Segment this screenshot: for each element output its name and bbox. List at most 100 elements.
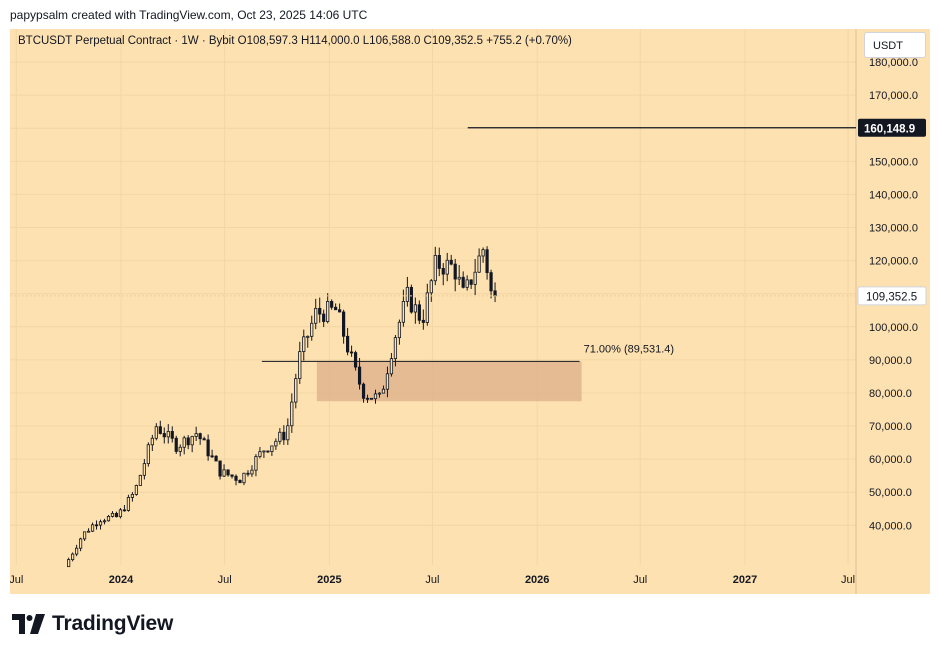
symbol-legend: BTCUSDT Perpetual Contract · 1W · Bybit … — [18, 35, 572, 47]
candle-body — [154, 426, 158, 439]
legend-low: L106,588.0 — [362, 35, 421, 47]
target-price-label-bg — [858, 118, 926, 137]
candle-body — [373, 393, 378, 400]
candle-body — [493, 290, 497, 297]
tradingview-wordmark: TradingView — [52, 612, 174, 635]
candle-body — [134, 485, 138, 495]
candle-body — [110, 512, 115, 517]
candle-body — [473, 271, 477, 285]
candle-body — [409, 286, 413, 313]
candle-body — [445, 259, 449, 275]
legend-close: C109,352.5 — [423, 35, 484, 47]
candle-body — [302, 336, 306, 352]
candle-body — [342, 311, 346, 337]
candle-body — [326, 301, 330, 322]
candle-body — [393, 337, 398, 360]
candle-body — [214, 455, 218, 462]
candle-body — [162, 433, 166, 438]
candle-body — [158, 426, 162, 434]
candle-body — [194, 433, 198, 437]
candle-body — [222, 469, 226, 477]
candle-body — [246, 472, 250, 475]
x-tick-label: 2026 — [525, 574, 549, 586]
candle-body — [210, 455, 214, 458]
candle-body — [365, 397, 370, 400]
y-tick-label: 170,000.0 — [869, 90, 918, 102]
currency-button[interactable]: USDT — [864, 32, 926, 58]
zone-label: 71.00% (89,531.4) — [584, 343, 675, 355]
y-tick-label: 90,000.0 — [869, 355, 912, 367]
tradingview-logo[interactable]: TradingView — [12, 612, 173, 636]
candle-body — [449, 259, 453, 265]
candle-body — [114, 512, 119, 518]
candle-body — [385, 373, 390, 390]
candle-body — [254, 456, 258, 471]
candle-body — [441, 268, 445, 275]
candle-body — [146, 444, 150, 465]
candle-body — [238, 479, 242, 484]
candle-body — [314, 307, 318, 324]
candle-body — [206, 439, 210, 457]
candle-body — [286, 425, 290, 441]
candle-body — [278, 431, 282, 442]
candle-body — [242, 472, 246, 484]
candle-body — [330, 301, 334, 308]
legend-change: +755.2 (+0.70%) — [486, 35, 572, 47]
candle-body — [306, 335, 310, 338]
candle-body — [186, 437, 190, 446]
candle-body — [198, 433, 202, 440]
y-tick-label: 100,000.0 — [869, 322, 918, 334]
chart-area[interactable]: 40,000.0 50,000.0 60,000.0 70,000.0 80,000.0… — [10, 29, 930, 594]
candle-body — [218, 460, 222, 477]
candle-body — [353, 352, 358, 368]
candle-body — [258, 451, 262, 457]
candle-body — [381, 388, 386, 394]
candle-body — [126, 497, 131, 511]
candle-body — [298, 351, 302, 380]
price-chart[interactable]: 40,000.0 50,000.0 60,000.0 70,000.0 80,000.0… — [10, 29, 930, 594]
candle-body — [465, 279, 469, 288]
candle-body — [310, 322, 314, 337]
candle-body — [405, 286, 409, 302]
candle-body — [82, 531, 87, 540]
legend-symbol: BTCUSDT Perpetual Contract · 1W · Bybit — [18, 35, 235, 47]
x-tick-label: 2027 — [733, 574, 757, 586]
last-price-label-bg — [857, 286, 927, 306]
candle-body — [290, 401, 294, 427]
x-tick-label: 2024 — [109, 574, 134, 586]
candle-body — [150, 437, 154, 446]
last-price-label: 109,352.5 — [866, 291, 917, 303]
candle-body — [294, 378, 298, 403]
candle-body — [421, 319, 425, 323]
candle-body — [389, 358, 394, 375]
candle-body — [270, 445, 274, 452]
candle-body — [437, 255, 441, 269]
x-tick-label: Jul — [10, 574, 23, 586]
candle-body — [71, 553, 75, 561]
legend-high: H114,000.0 — [300, 35, 360, 47]
candle-body — [377, 392, 382, 395]
chart-attribution: papypsalm created with TradingView.com, … — [10, 8, 368, 22]
candle-body — [98, 521, 103, 526]
candle-body — [130, 494, 135, 498]
candle-body — [178, 446, 182, 452]
tradingview-logo-icon — [12, 614, 45, 634]
candle-body — [477, 255, 481, 273]
candle-body — [346, 335, 350, 353]
candle-body — [67, 559, 71, 568]
candle-body — [94, 524, 99, 527]
y-tick-label: 120,000.0 — [869, 256, 918, 268]
candle-body — [106, 515, 111, 522]
candle-body — [274, 440, 278, 447]
candle-body — [182, 437, 186, 448]
candle-body — [369, 397, 374, 400]
candle-body — [481, 249, 485, 257]
x-tick-label: Jul — [425, 574, 439, 586]
candle-body — [338, 309, 342, 313]
candle-body — [485, 249, 489, 274]
y-tick-label: 40,000.0 — [869, 520, 912, 532]
y-tick-label: 140,000.0 — [869, 189, 918, 201]
candle-body — [489, 272, 493, 292]
y-tick-label: 50,000.0 — [869, 487, 912, 499]
candle-body — [230, 474, 234, 477]
